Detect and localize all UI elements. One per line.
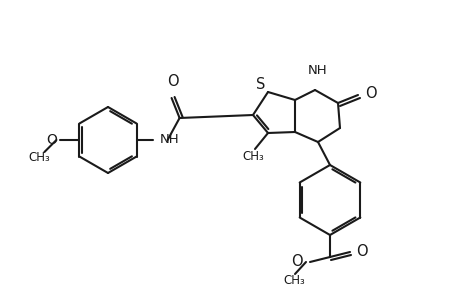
Text: O: O [355, 244, 367, 260]
Text: O: O [167, 74, 178, 89]
Text: NH: NH [159, 133, 179, 146]
Text: O: O [46, 133, 57, 147]
Text: CH₃: CH₃ [282, 274, 304, 287]
Text: S: S [256, 76, 265, 92]
Text: NH: NH [308, 64, 327, 77]
Text: CH₃: CH₃ [241, 149, 263, 163]
Text: CH₃: CH₃ [28, 151, 50, 164]
Text: O: O [364, 85, 376, 100]
Text: O: O [291, 254, 302, 269]
